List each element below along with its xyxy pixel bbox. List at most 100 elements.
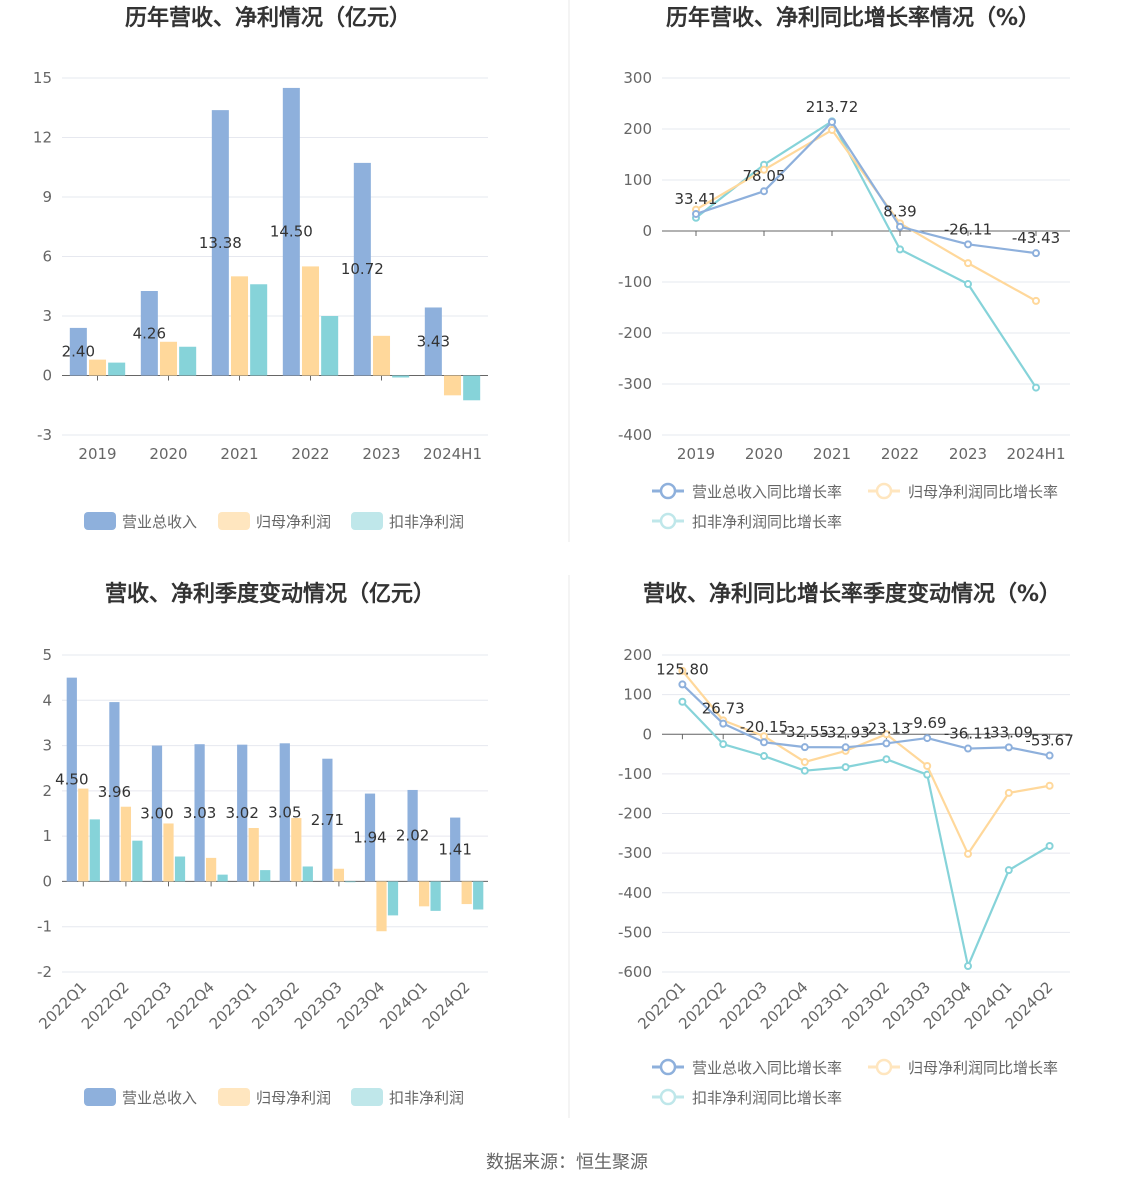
bar-deducted-profit [302, 866, 313, 882]
line-deducted-profit [681, 700, 1051, 968]
bar-data-label: 2.71 [311, 811, 344, 829]
point-revenue [964, 744, 972, 753]
bar-deducted-profit [387, 881, 399, 916]
point-net-profit [678, 666, 687, 675]
point-revenue [896, 222, 904, 231]
point-net-profit [923, 761, 932, 770]
y-tick-label: -400 [618, 426, 652, 444]
legend-marker [659, 1058, 677, 1076]
bar-revenue [194, 744, 205, 882]
point-net-profit [1032, 296, 1040, 305]
legend-marker [659, 1088, 677, 1106]
y-tick-label: 200 [623, 646, 652, 664]
legend-swatch [84, 512, 116, 530]
bar-data-label: 2.40 [62, 343, 95, 361]
legend-marker [659, 512, 677, 530]
line-deducted-profit [695, 120, 1037, 389]
point-net-profit [882, 730, 891, 739]
quarterly-amounts-title: 营收、净利季度变动情况（亿元） [105, 581, 435, 607]
point-revenue [692, 209, 700, 218]
line-data-label: 33.41 [675, 190, 718, 208]
bar-revenue [282, 87, 300, 376]
y-tick-label: 100 [623, 686, 652, 704]
legend-swatch [351, 512, 383, 530]
bar-revenue [151, 745, 163, 882]
bar-deducted-profit [321, 316, 339, 376]
bar-net-profit [205, 857, 217, 882]
legend-label: 营业总收入同比增长率 [692, 483, 842, 501]
y-tick-label: 12 [33, 129, 52, 147]
point-net-profit [828, 126, 836, 135]
point-deducted-profit [964, 280, 972, 289]
y-tick-label: 200 [623, 120, 652, 138]
point-net-profit [964, 849, 972, 858]
legend-label: 归母净利润 [256, 1089, 331, 1107]
x-tick-label: 2024H1 [423, 445, 482, 463]
point-deducted-profit [800, 766, 809, 775]
line-data-label: 78.05 [743, 167, 786, 185]
point-revenue [719, 719, 728, 728]
data-source-note: 数据来源：恒生聚源 [486, 1152, 648, 1173]
legend-marker [875, 482, 893, 500]
point-revenue [964, 240, 972, 249]
annual-growth-title: 历年营收、净利同比增长率情况（%） [666, 5, 1040, 31]
bar-deducted-profit [217, 874, 228, 882]
bar-deducted-profit [260, 870, 271, 882]
y-tick-label: 3 [42, 307, 52, 325]
y-tick-label: -3 [37, 426, 52, 444]
line-data-label: 26.73 [702, 700, 745, 718]
line-data-label: -36.11 [944, 725, 992, 743]
bar-deducted-profit [250, 284, 268, 376]
bar-deducted-profit [392, 375, 410, 378]
bar-net-profit [248, 827, 259, 882]
bar-deducted-profit [463, 375, 481, 401]
point-revenue [1032, 249, 1040, 258]
bar-data-label: 3.43 [417, 332, 450, 350]
bar-net-profit [461, 881, 472, 905]
point-revenue [923, 734, 932, 743]
bar-data-label: 3.00 [140, 805, 173, 823]
y-tick-label: -100 [618, 273, 652, 291]
bar-net-profit [159, 341, 178, 376]
point-deducted-profit [841, 763, 850, 772]
point-revenue [1004, 743, 1013, 752]
point-deducted-profit [1032, 383, 1040, 392]
point-revenue [1045, 751, 1054, 760]
bar-data-label: 1.41 [438, 841, 471, 859]
bar-deducted-profit [89, 819, 100, 882]
line-net-profit [681, 670, 1050, 856]
legend-label: 归母净利润 [256, 513, 331, 531]
legend-marker [875, 1058, 893, 1076]
y-tick-label: 9 [42, 188, 52, 206]
bar-revenue [140, 291, 158, 376]
line-data-label: 8.39 [883, 203, 916, 221]
bar-data-label: 13.38 [199, 234, 242, 252]
x-tick-label: 2020 [149, 445, 187, 463]
point-net-profit [1045, 781, 1054, 790]
x-tick-label: 2019 [677, 445, 715, 463]
y-tick-label: 4 [42, 691, 52, 709]
bar-data-label: 3.02 [225, 804, 258, 822]
point-net-profit [964, 259, 972, 268]
point-revenue [828, 118, 836, 127]
y-tick-label: -300 [618, 844, 652, 862]
bar-deducted-profit [473, 881, 484, 910]
legend-marker [659, 482, 677, 500]
legend-label: 营业总收入 [122, 1089, 197, 1107]
annual-growth-panel: 历年营收、净利同比增长率情况（%） -400 -300 -200 -100 0 100 20… [618, 5, 1070, 531]
y-tick-label: 3 [42, 737, 52, 755]
bar-revenue [450, 817, 461, 882]
point-deducted-profit [678, 697, 687, 706]
y-tick-label: -2 [37, 963, 52, 981]
line-data-label: -33.09 [985, 723, 1033, 741]
legend-label: 归母净利润同比增长率 [908, 1059, 1058, 1077]
y-tick-label: 0 [42, 872, 52, 890]
line-data-label: -53.67 [1025, 732, 1073, 750]
line-data-label: 125.80 [656, 660, 709, 678]
x-tick-label: 2024Q2 [419, 978, 474, 1033]
quarterly-growth-title: 营收、净利同比增长率季度变动情况（%） [643, 581, 1061, 607]
legend-swatch [351, 1088, 383, 1106]
bar-net-profit [78, 788, 89, 882]
y-tick-label: 2 [42, 782, 52, 800]
bar-revenue [353, 162, 371, 376]
